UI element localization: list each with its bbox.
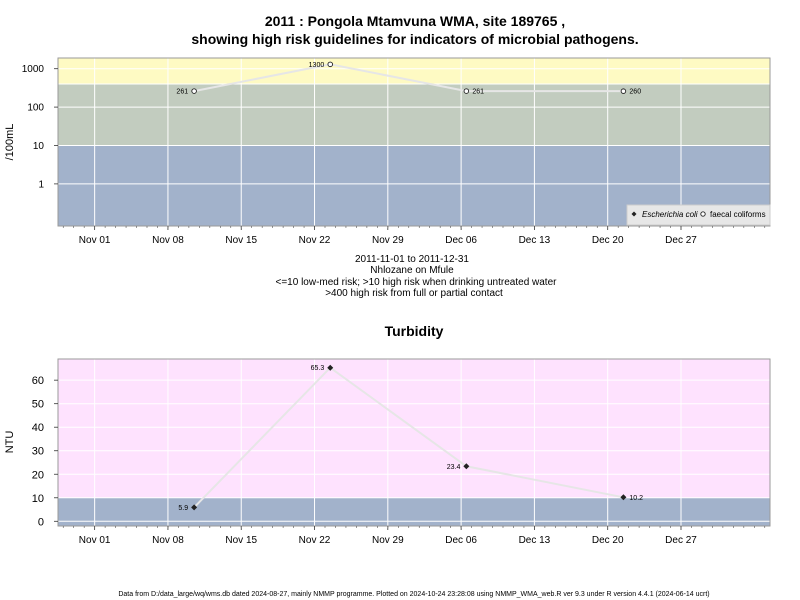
x-tick-label: Dec 13 <box>519 235 551 246</box>
x-tick-label: Nov 22 <box>299 235 331 246</box>
data-label: 1300 <box>309 62 325 69</box>
x-tick-label: Nov 01 <box>79 535 111 546</box>
x-tick-label: Dec 06 <box>445 535 477 546</box>
data-label: 5.9 <box>178 505 188 512</box>
x-tick-label: Nov 08 <box>152 535 184 546</box>
y-tick-label: 100 <box>27 103 44 114</box>
y-axis-ticks: 1 10 100 1000 <box>22 64 58 190</box>
x-tick-label: Nov 22 <box>299 535 331 546</box>
plot-frame <box>57 358 771 527</box>
turbidity-point <box>463 463 470 470</box>
x-tick-label: Nov 15 <box>225 535 257 546</box>
faecal-coliforms-point <box>191 88 197 94</box>
turbidity-line <box>193 366 624 509</box>
turbidity-bands <box>58 359 770 526</box>
y-tick-label: 10 <box>33 141 45 152</box>
y-tick-label: 60 <box>32 375 44 387</box>
x-tick-label: Dec 13 <box>519 535 551 546</box>
legend-circle-marker <box>700 211 706 217</box>
data-label: 65.3 <box>311 365 325 372</box>
legend-entry-faecal-coliforms: faecal coliforms <box>710 210 766 219</box>
caption-date-range: 2011-11-01 to 2011-12-31 <box>355 254 469 265</box>
chart2-title: Turbidity <box>385 323 444 339</box>
faecal-coliforms-line <box>193 63 624 93</box>
faecal-coliforms-point <box>463 88 470 94</box>
y-tick-label: 1 <box>38 179 44 190</box>
legend-box <box>626 204 771 226</box>
y-tick-label: 30 <box>32 446 44 458</box>
y-axis-ticks: 0 10 20 30 40 50 60 <box>32 375 58 528</box>
legend: Escherichia coli faecal coliforms <box>626 204 771 226</box>
risk-band <box>58 58 770 84</box>
x-tick-label: Nov 08 <box>152 235 184 246</box>
faecal-coliforms-point <box>620 88 627 94</box>
x-axis-ticks: Nov 01 Nov 08 Nov 15 Nov 22 Nov 29 Dec 06 Dec … <box>62 526 766 546</box>
risk-band <box>58 83 770 146</box>
y-tick-label: 10 <box>32 493 44 505</box>
turbidity-point <box>620 494 627 501</box>
x-tick-label: Nov 29 <box>372 535 404 546</box>
caption-site-name: Nhlozane on Mfule <box>370 265 454 276</box>
legend-diamond-marker <box>631 211 637 217</box>
plot-frame <box>57 57 771 227</box>
turbidity-point <box>327 364 334 371</box>
turbidity-point <box>191 504 198 511</box>
y-axis-label: /100mL <box>4 124 16 161</box>
y-tick-label: 1000 <box>22 64 45 75</box>
x-tick-label: Dec 27 <box>665 235 697 246</box>
chart1-title-line2: showing high risk guidelines for indicat… <box>191 31 638 47</box>
data-label: 261 <box>176 89 188 96</box>
series-layer: 5.9 65.3 23.4 10.2 <box>178 364 643 512</box>
footer-note: Data from D:/data_large/wq/wms.db dated … <box>118 591 709 598</box>
data-label: 10.2 <box>629 495 643 502</box>
faecal-coliforms-point <box>327 61 333 68</box>
y-tick-label: 20 <box>32 469 44 481</box>
x-tick-label: Nov 29 <box>372 235 404 246</box>
x-tick-label: Nov 15 <box>225 235 257 246</box>
x-tick-label: Dec 27 <box>665 535 697 546</box>
caption-drinking-risk: <=10 low-med risk; >10 high risk when dr… <box>276 277 558 288</box>
x-tick-label: Nov 01 <box>79 235 111 246</box>
x-axis-ticks: Nov 01 Nov 08 Nov 15 Nov 22 Nov 29 Dec 06 Dec … <box>62 226 766 246</box>
x-tick-label: Dec 06 <box>445 235 477 246</box>
series-layer: 261 1300 261 260 <box>176 61 641 96</box>
legend-entry-e-coli: Escherichia coli <box>642 210 698 219</box>
caption-contact-risk: >400 high risk from full or partial cont… <box>325 288 503 299</box>
data-label: 260 <box>629 89 641 96</box>
y-tick-label: 40 <box>32 422 44 434</box>
y-axis-label: NTU <box>4 431 16 454</box>
y-tick-label: 0 <box>38 516 44 528</box>
chart1-title-line1: 2011 : Pongola Mtamvuna WMA, site 189765… <box>265 13 565 29</box>
data-label: 23.4 <box>447 464 461 471</box>
x-tick-label: Dec 20 <box>592 535 624 546</box>
x-tick-label: Dec 20 <box>592 235 624 246</box>
y-tick-label: 50 <box>32 399 44 411</box>
risk-bands <box>58 58 770 226</box>
gridlines <box>58 58 770 226</box>
data-label: 261 <box>472 89 484 96</box>
